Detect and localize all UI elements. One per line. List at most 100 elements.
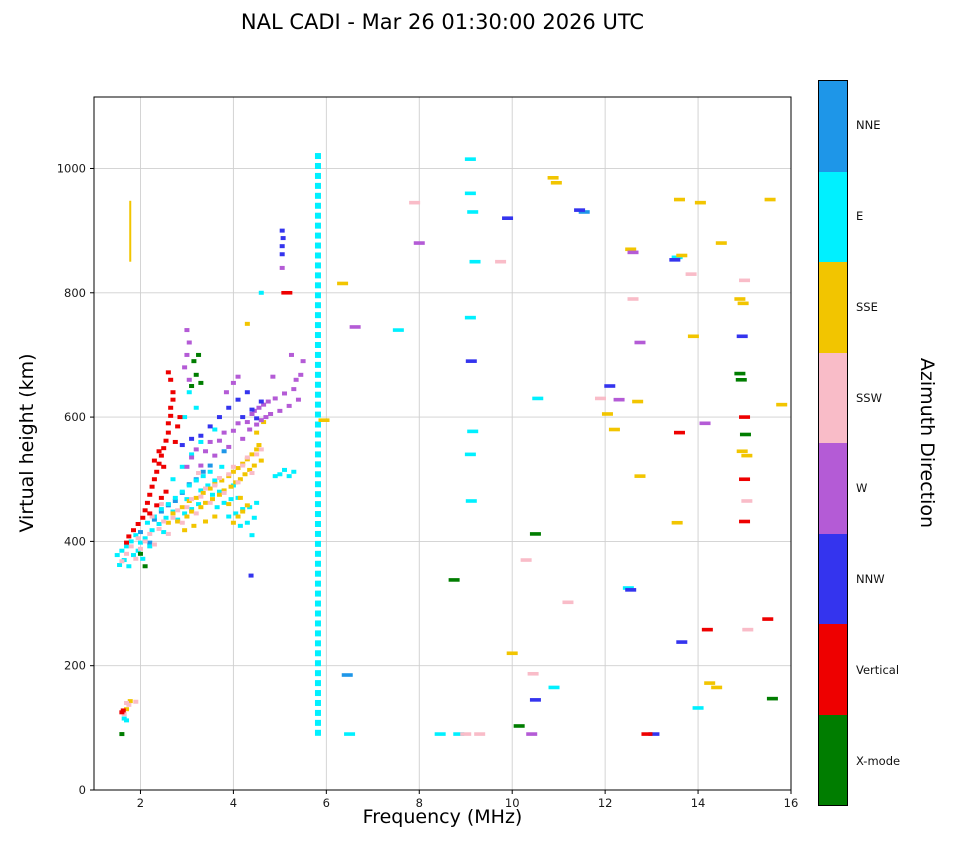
colorbar-label-x-mode: X-mode [856, 753, 901, 768]
data-dash-SSE [711, 685, 723, 690]
data-point-SSW [170, 515, 176, 520]
data-point-SSW [158, 502, 164, 507]
data-point-W [244, 420, 250, 425]
data-point-SSE [184, 514, 190, 519]
data-point-SSE [209, 497, 215, 502]
data-dash-NNW [502, 216, 514, 220]
data-dash-SSE [764, 197, 776, 202]
data-column-E [314, 232, 321, 239]
data-dash-W [613, 397, 625, 402]
data-point-E [161, 530, 167, 535]
data-column-E [314, 202, 321, 209]
data-point-SSW [240, 463, 246, 468]
data-point-E [282, 467, 288, 472]
data-dash-NNE [578, 210, 590, 214]
data-point-E [193, 478, 199, 483]
x-axis-label: Frequency (MHz) [362, 806, 523, 828]
x-tick-label: 14 [691, 796, 706, 810]
colorbar-segment-sse [819, 262, 847, 353]
data-point-SSW [156, 526, 162, 531]
y-tick-label: 1000 [57, 161, 86, 175]
data-point-W [189, 455, 195, 460]
data-point-SSE [258, 458, 264, 463]
data-point-E [244, 520, 250, 525]
data-column-E [314, 341, 321, 348]
data-point-SSW [149, 514, 155, 519]
y-tick-label: 800 [64, 286, 86, 300]
data-point-SSW [126, 702, 132, 707]
data-point-Vertical [158, 453, 164, 458]
data-point-W [186, 377, 192, 382]
data-dash-E [671, 255, 683, 260]
data-point-NNW [244, 390, 250, 395]
data-dash-X-mode [734, 371, 746, 376]
data-point-Vertical [144, 500, 150, 505]
data-dash-SSE [632, 399, 644, 404]
data-dash-E [467, 429, 479, 434]
data-point-W [286, 403, 292, 408]
data-point-W [216, 438, 222, 443]
data-point-E [147, 544, 153, 549]
data-point-SSE [124, 707, 130, 712]
data-dash-SSE [547, 175, 559, 180]
data-point-E [117, 563, 123, 568]
data-point-E [193, 405, 199, 410]
data-point-W [291, 387, 297, 392]
data-point-Vertical [161, 446, 167, 451]
data-column-E [314, 640, 321, 647]
data-point-Vertical [147, 511, 153, 516]
y-tick-label: 400 [64, 534, 86, 548]
data-point-W [186, 340, 192, 345]
data-column-E [314, 361, 321, 368]
data-point-W [279, 265, 285, 270]
colorbar-label-w: W [856, 481, 868, 496]
data-point-NNE [158, 509, 164, 514]
data-dash-X-mode [529, 532, 541, 536]
data-point-X-mode [189, 384, 195, 389]
data-dash-W [634, 340, 646, 345]
data-point-E [140, 556, 146, 561]
data-dash-E [622, 586, 634, 590]
data-column-E [314, 262, 321, 269]
data-point-SSE [237, 477, 243, 482]
data-column-E [314, 540, 321, 547]
data-point-E [196, 502, 202, 507]
data-point-W [247, 427, 253, 432]
data-point-E [149, 528, 155, 533]
data-point-E [219, 464, 225, 469]
data-dash-Vertical [739, 477, 751, 482]
data-point-W [272, 396, 278, 401]
data-point-W [198, 463, 204, 468]
data-column-E [314, 322, 321, 329]
data-dash-E [532, 396, 544, 401]
data-point-W [182, 365, 188, 370]
data-point-SSW [124, 551, 130, 556]
data-dash-SSE [736, 449, 748, 454]
data-column-E [314, 282, 321, 289]
data-point-SSW [221, 490, 227, 495]
data-point-W [184, 464, 190, 469]
data-column-E [314, 153, 321, 160]
data-point-SSE [179, 505, 185, 510]
data-point-X-mode [196, 352, 202, 357]
data-column-E [314, 570, 321, 577]
data-point-Vertical [175, 424, 181, 429]
data-dash-SSW [742, 627, 754, 632]
data-vline-SSE [129, 200, 132, 262]
data-point-E [182, 511, 188, 516]
data-column-E [314, 610, 321, 617]
data-point-Vertical [120, 708, 126, 713]
data-point-E [277, 472, 283, 477]
x-tick-label: 4 [230, 796, 237, 810]
data-point-E [170, 477, 176, 482]
data-column-E [314, 242, 321, 249]
data-column-E [314, 441, 321, 448]
data-point-Vertical [168, 377, 174, 382]
data-dash-NNW [625, 588, 637, 592]
data-dash-E [469, 259, 481, 264]
data-point-NNW [248, 573, 254, 578]
colorbar-label-vertical: Vertical [856, 662, 900, 677]
data-point-NNW [279, 228, 285, 233]
data-column-E [314, 550, 321, 557]
